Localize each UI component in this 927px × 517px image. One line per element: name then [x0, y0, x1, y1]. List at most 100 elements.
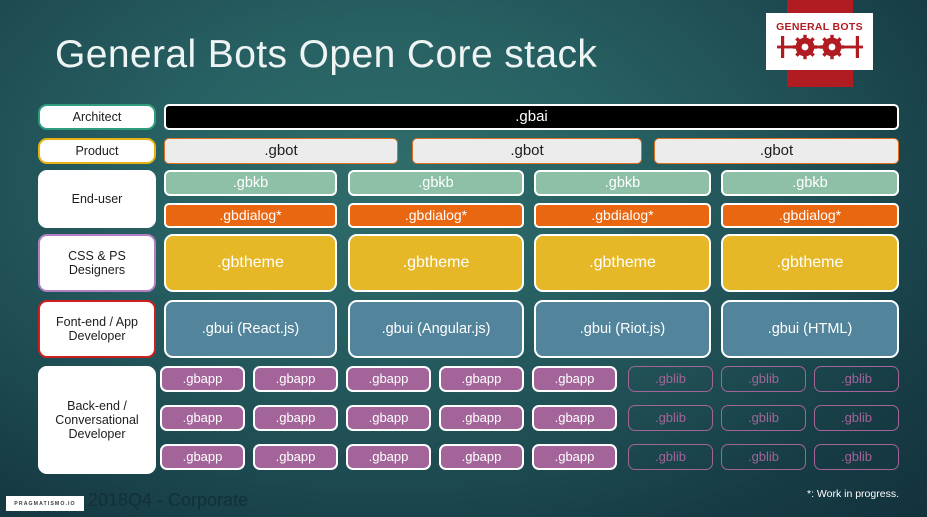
tile-gbai[interactable]: .gbai — [164, 104, 899, 130]
tile-label: .gbkb — [792, 174, 828, 191]
tile-gbdialog-4[interactable]: .gbdialog* — [721, 203, 899, 228]
tile-gbdialog-3[interactable]: .gbdialog* — [534, 203, 711, 228]
tile-gblib[interactable]: .gblib — [814, 366, 899, 392]
tile-gbot-3[interactable]: .gbot — [654, 138, 899, 164]
tile-label: .gbapp — [368, 409, 409, 425]
tile-label: .gbapp — [554, 448, 595, 464]
tile-label: .gbtheme — [776, 254, 844, 272]
tile-label: .gbapp — [182, 448, 223, 464]
general-bots-logo: GENERAL BOTS — [766, 13, 873, 70]
role-label-product: Product — [38, 138, 156, 164]
tile-gbapp[interactable]: .gbapp — [253, 444, 338, 470]
gears-icon — [776, 35, 863, 60]
tile-label: .gblib — [840, 370, 873, 386]
tile-gbapp[interactable]: .gbapp — [160, 405, 245, 431]
role-label-line-1: Font-end / App — [55, 315, 138, 329]
tile-label: .gbdialog* — [778, 206, 842, 223]
tile-gbapp[interactable]: .gbapp — [346, 444, 431, 470]
tile-gbkb-4[interactable]: .gbkb — [721, 170, 899, 196]
tile-label: .gbapp — [182, 409, 223, 425]
tile-gbdialog-2[interactable]: .gbdialog* — [348, 203, 524, 228]
tile-label: .gbapp — [554, 409, 595, 425]
tile-label: .gbapp — [554, 370, 595, 386]
tile-label: .gbdialog* — [591, 206, 654, 223]
tile-gblib[interactable]: .gblib — [721, 444, 806, 470]
tile-gblib[interactable]: .gblib — [721, 405, 806, 431]
tile-gblib[interactable]: .gblib — [628, 405, 713, 431]
tile-gbapp[interactable]: .gbapp — [253, 405, 338, 431]
tile-gbui-html[interactable]: .gbui (HTML) — [721, 300, 899, 358]
role-label-text: Product — [75, 144, 119, 158]
tile-label: .gbot — [264, 141, 298, 159]
tile-label: .gbdialog* — [219, 206, 282, 223]
role-label-architect: Architect — [38, 104, 156, 130]
tile-label: .gbkb — [604, 174, 641, 191]
tile-gbapp[interactable]: .gbapp — [439, 366, 524, 392]
tile-gbot-2[interactable]: .gbot — [412, 138, 642, 164]
tile-label: .gbtheme — [402, 254, 470, 272]
role-label-line-2: Developer — [68, 329, 126, 343]
tile-label: .gblib — [747, 409, 780, 425]
tile-gblib[interactable]: .gblib — [628, 366, 713, 392]
tile-label: .gblib — [840, 409, 873, 425]
tile-gbapp[interactable]: .gbapp — [346, 366, 431, 392]
tile-gbapp[interactable]: .gbapp — [532, 405, 617, 431]
role-label-line-1: Back-end / — [67, 399, 127, 413]
tile-label: .gblib — [747, 370, 780, 386]
tile-gbtheme-1[interactable]: .gbtheme — [164, 234, 337, 292]
role-label-text: End-user — [71, 192, 123, 206]
tile-label: .gbkb — [232, 174, 269, 191]
tile-label: .gbot — [759, 141, 794, 159]
tile-label: .gbapp — [275, 448, 316, 464]
tile-label: .gblib — [747, 448, 780, 464]
tile-label: .gbapp — [461, 370, 502, 386]
tile-gbkb-1[interactable]: .gbkb — [164, 170, 337, 196]
tile-gbapp[interactable]: .gbapp — [532, 366, 617, 392]
tile-label: .gbtheme — [589, 254, 656, 272]
tile-label: .gblib — [654, 370, 687, 386]
tile-label: .gbapp — [368, 448, 409, 464]
tile-label: .gbui (Angular.js) — [381, 320, 491, 337]
tile-label: .gbai — [515, 107, 548, 125]
tile-label: .gbapp — [275, 409, 316, 425]
pragmatismo-logo: PRAGMATISMO.IO — [6, 496, 84, 511]
tile-label: .gbapp — [368, 370, 409, 386]
tile-label: .gbot — [510, 141, 544, 159]
role-label-line-2: Conversational — [55, 413, 139, 427]
tile-label: .gbdialog* — [404, 206, 468, 223]
tile-label: .gbkb — [418, 174, 454, 191]
tile-gbui-angular[interactable]: .gbui (Angular.js) — [348, 300, 524, 358]
tile-label: .gbtheme — [217, 254, 284, 272]
tile-label: .gbapp — [182, 370, 223, 386]
tile-gbapp[interactable]: .gbapp — [346, 405, 431, 431]
tile-gbkb-2[interactable]: .gbkb — [348, 170, 524, 196]
tile-gbapp[interactable]: .gbapp — [160, 444, 245, 470]
tile-label: .gblib — [654, 409, 687, 425]
tile-gbkb-3[interactable]: .gbkb — [534, 170, 711, 196]
tile-gbtheme-4[interactable]: .gbtheme — [721, 234, 899, 292]
tile-gbapp[interactable]: .gbapp — [439, 444, 524, 470]
tile-gblib[interactable]: .gblib — [721, 366, 806, 392]
tile-gbtheme-2[interactable]: .gbtheme — [348, 234, 524, 292]
tile-gbapp[interactable]: .gbapp — [253, 366, 338, 392]
tile-gbapp[interactable]: .gbapp — [532, 444, 617, 470]
footer-caption: 2018Q4 - Corporate — [88, 490, 249, 510]
role-label-css-ps-designers: CSS & PS Designers — [38, 234, 156, 292]
role-label-end-user: End-user — [38, 170, 156, 228]
tile-gbapp[interactable]: .gbapp — [160, 366, 245, 392]
tile-gbapp[interactable]: .gbapp — [439, 405, 524, 431]
tile-gblib[interactable]: .gblib — [628, 444, 713, 470]
tile-gbot-1[interactable]: .gbot — [164, 138, 398, 164]
logo-wordmark: GENERAL BOTS — [776, 20, 863, 33]
tile-label: .gbapp — [461, 448, 502, 464]
tile-gblib[interactable]: .gblib — [814, 444, 899, 470]
tile-label: .gblib — [654, 448, 687, 464]
tile-gbtheme-3[interactable]: .gbtheme — [534, 234, 711, 292]
tile-gbui-riot[interactable]: .gbui (Riot.js) — [534, 300, 711, 358]
tile-label: .gbui (HTML) — [767, 320, 853, 337]
tile-gbdialog-1[interactable]: .gbdialog* — [164, 203, 337, 228]
role-label-front-end-app-developer: Font-end / App Developer — [38, 300, 156, 358]
tile-gbui-react[interactable]: .gbui (React.js) — [164, 300, 337, 358]
tile-gblib[interactable]: .gblib — [814, 405, 899, 431]
